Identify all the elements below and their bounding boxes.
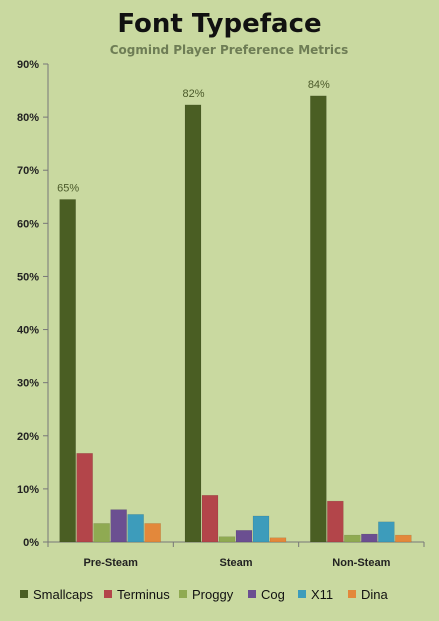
x-category-label: Non-Steam — [332, 557, 390, 569]
plot-area — [48, 64, 424, 542]
bar-cog-steam — [235, 530, 253, 543]
legend-label-dina: Dina — [361, 587, 389, 602]
y-tick-label: 80% — [17, 112, 39, 124]
bar-smallcaps-pre-steam — [59, 199, 76, 543]
legend-swatch-proggy — [179, 590, 187, 598]
y-tick-label: 90% — [17, 59, 39, 71]
legend-label-cog: Cog — [261, 587, 285, 602]
bar-terminus-pre-steam — [76, 453, 93, 543]
bar-x11-steam — [252, 515, 270, 543]
y-tick-label: 30% — [17, 378, 39, 390]
legend-swatch-dina — [348, 590, 356, 598]
bar-proggy-pre-steam — [93, 523, 110, 543]
bar-terminus-steam — [201, 495, 219, 543]
x-category-label: Steam — [219, 557, 252, 569]
legend-swatch-cog — [248, 590, 256, 598]
bar-cog-non-steam — [361, 533, 378, 543]
bar-x11-pre-steam — [127, 514, 144, 543]
chart-title: Font Typeface — [117, 9, 321, 39]
bar-x11-non-steam — [378, 521, 395, 543]
data-label: 65% — [57, 182, 79, 194]
legend-label-x11: X11 — [311, 587, 333, 602]
y-tick-label: 0% — [23, 537, 39, 549]
chart-subtitle: Cogmind Player Preference Metrics — [110, 43, 349, 57]
x-category-label: Pre-Steam — [83, 557, 138, 569]
bar-cog-pre-steam — [110, 509, 127, 543]
bar-smallcaps-non-steam — [310, 95, 327, 543]
legend-swatch-x11 — [298, 590, 306, 598]
bar-proggy-non-steam — [344, 534, 361, 543]
data-label: 82% — [182, 88, 204, 100]
bar-proggy-steam — [218, 536, 236, 543]
y-tick-label: 10% — [17, 484, 39, 496]
bar-smallcaps-steam — [184, 104, 202, 543]
legend-label-smallcaps: Smallcaps — [33, 587, 93, 602]
y-tick-label: 50% — [17, 271, 39, 283]
legend-swatch-terminus — [104, 590, 112, 598]
bar-dina-steam — [269, 537, 287, 543]
y-tick-label: 40% — [17, 325, 39, 337]
data-label: 84% — [308, 79, 330, 91]
y-tick-label: 70% — [17, 165, 39, 177]
y-tick-label: 60% — [17, 218, 39, 230]
bar-terminus-non-steam — [327, 500, 344, 543]
legend-label-proggy: Proggy — [192, 587, 234, 602]
y-tick-label: 20% — [17, 431, 39, 443]
bar-dina-pre-steam — [144, 523, 161, 543]
bar-dina-non-steam — [395, 534, 412, 543]
legend-label-terminus: Terminus — [117, 587, 170, 602]
legend-swatch-smallcaps — [20, 590, 28, 598]
